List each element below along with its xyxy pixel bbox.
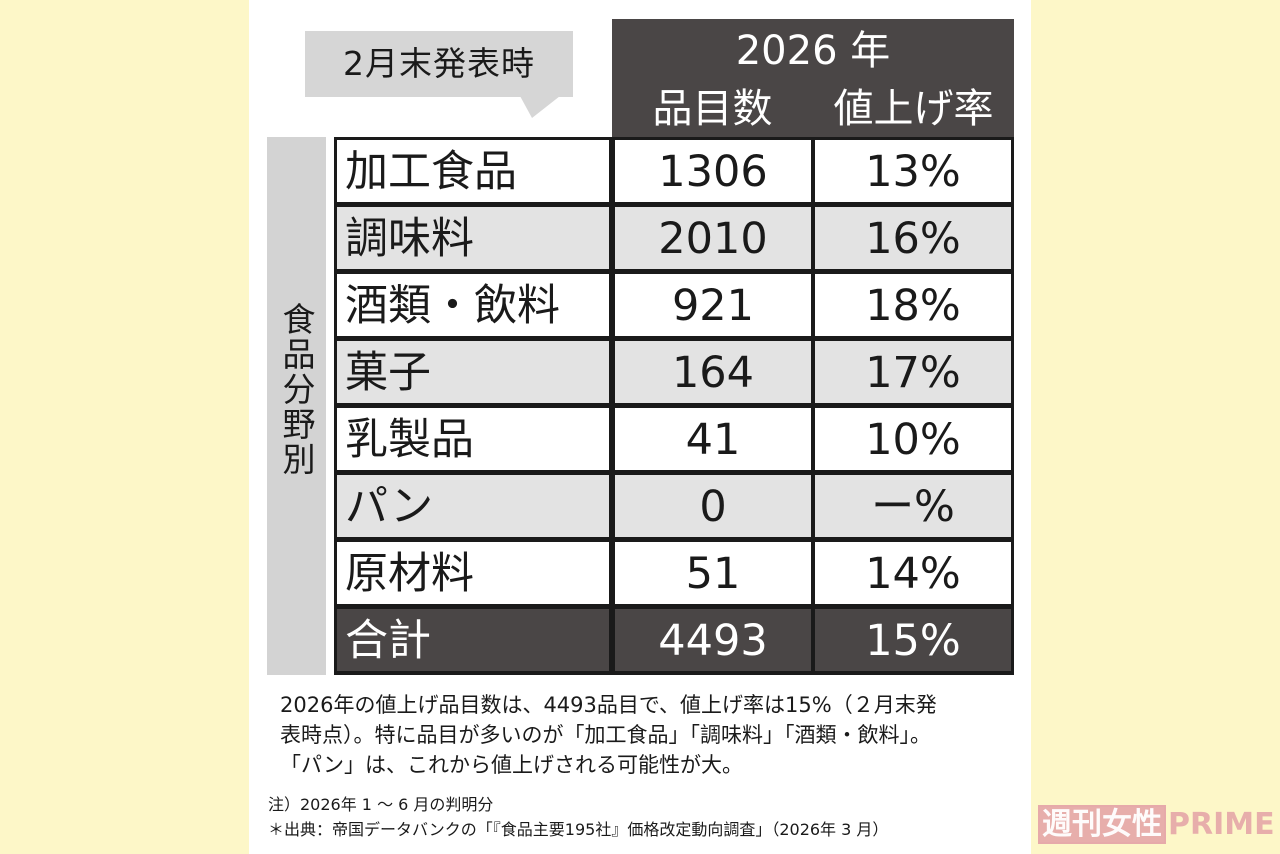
category-cell: 酒類・飲料 xyxy=(337,274,609,336)
footnote-line: ＊出典：帝国データバンクの「『食品主要195社』価格改定動向調査」（2026年 … xyxy=(268,820,889,839)
header-count-label: 品目数 xyxy=(652,86,773,132)
rate-cell: ー% xyxy=(815,475,1011,537)
rate-cell: 16% xyxy=(815,207,1011,269)
caption-line: 「パン」は、これから値上げされる可能性が大。 xyxy=(280,753,744,777)
table-row: 酒類・飲料 921 18% xyxy=(334,274,1014,336)
watermark-ja: 週刊女性 xyxy=(1038,805,1166,844)
count-cell: 0 xyxy=(615,475,811,537)
total-row: 合計 4493 15% xyxy=(334,609,1014,671)
table-header: 2026 年 品目数 値上げ率 xyxy=(612,19,1014,137)
category-cell: 加工食品 xyxy=(337,140,609,202)
category-cell: 合計 xyxy=(337,609,609,671)
header-year: 2026 年 xyxy=(735,28,891,74)
caption-line: 2026年の値上げ品目数は、4493品目で、値上げ率は15%（２月末発 xyxy=(280,693,937,717)
category-cell: 原材料 xyxy=(337,542,609,604)
count-cell: 4493 xyxy=(615,609,811,671)
rate-cell: 13% xyxy=(815,140,1011,202)
category-cell: 乳製品 xyxy=(337,408,609,470)
side-label-box: 食品分野別 xyxy=(267,137,326,675)
rate-cell: 15% xyxy=(815,609,1011,671)
table-row: パン 0 ー% xyxy=(334,475,1014,537)
rate-cell: 17% xyxy=(815,341,1011,403)
table-row: 乳製品 41 10% xyxy=(334,408,1014,470)
rate-cell: 10% xyxy=(815,408,1011,470)
count-cell: 164 xyxy=(615,341,811,403)
category-cell: 菓子 xyxy=(337,341,609,403)
table-row: 原材料 51 14% xyxy=(334,542,1014,604)
table-row: 調味料 2010 16% xyxy=(334,207,1014,269)
badge-tail xyxy=(520,96,560,118)
table-row: 菓子 164 17% xyxy=(334,341,1014,403)
side-label: 食品分野別 xyxy=(277,302,316,477)
footnotes: 注）2026年 1 〜 6 月の判明分 ＊出典：帝国データバンクの「『食品主要1… xyxy=(268,792,1028,842)
count-cell: 921 xyxy=(615,274,811,336)
footnote-line: 注）2026年 1 〜 6 月の判明分 xyxy=(268,795,494,814)
category-cell: パン xyxy=(337,475,609,537)
price-table: 加工食品 1306 13% 調味料 2010 16% 酒類・飲料 921 18% 菓子 164 17%… xyxy=(334,137,1014,675)
watermark-logo: 週刊女性 PRIME xyxy=(1038,805,1275,844)
count-cell: 41 xyxy=(615,408,811,470)
category-cell: 調味料 xyxy=(337,207,609,269)
table-row: 加工食品 1306 13% xyxy=(334,140,1014,202)
header-rate-label: 値上げ率 xyxy=(833,86,994,132)
count-cell: 2010 xyxy=(615,207,811,269)
count-cell: 51 xyxy=(615,542,811,604)
rate-cell: 18% xyxy=(815,274,1011,336)
count-cell: 1306 xyxy=(615,140,811,202)
watermark-en: PRIME xyxy=(1168,807,1275,842)
announcement-badge: 2月末発表時 xyxy=(305,31,573,97)
rate-cell: 14% xyxy=(815,542,1011,604)
caption: 2026年の値上げ品目数は、4493品目で、値上げ率は15%（２月末発 表時点）… xyxy=(280,690,1010,780)
caption-line: 表時点）。特に品目が多いのが「加工食品」「調味料」「酒類・飲料」。 xyxy=(280,723,931,747)
